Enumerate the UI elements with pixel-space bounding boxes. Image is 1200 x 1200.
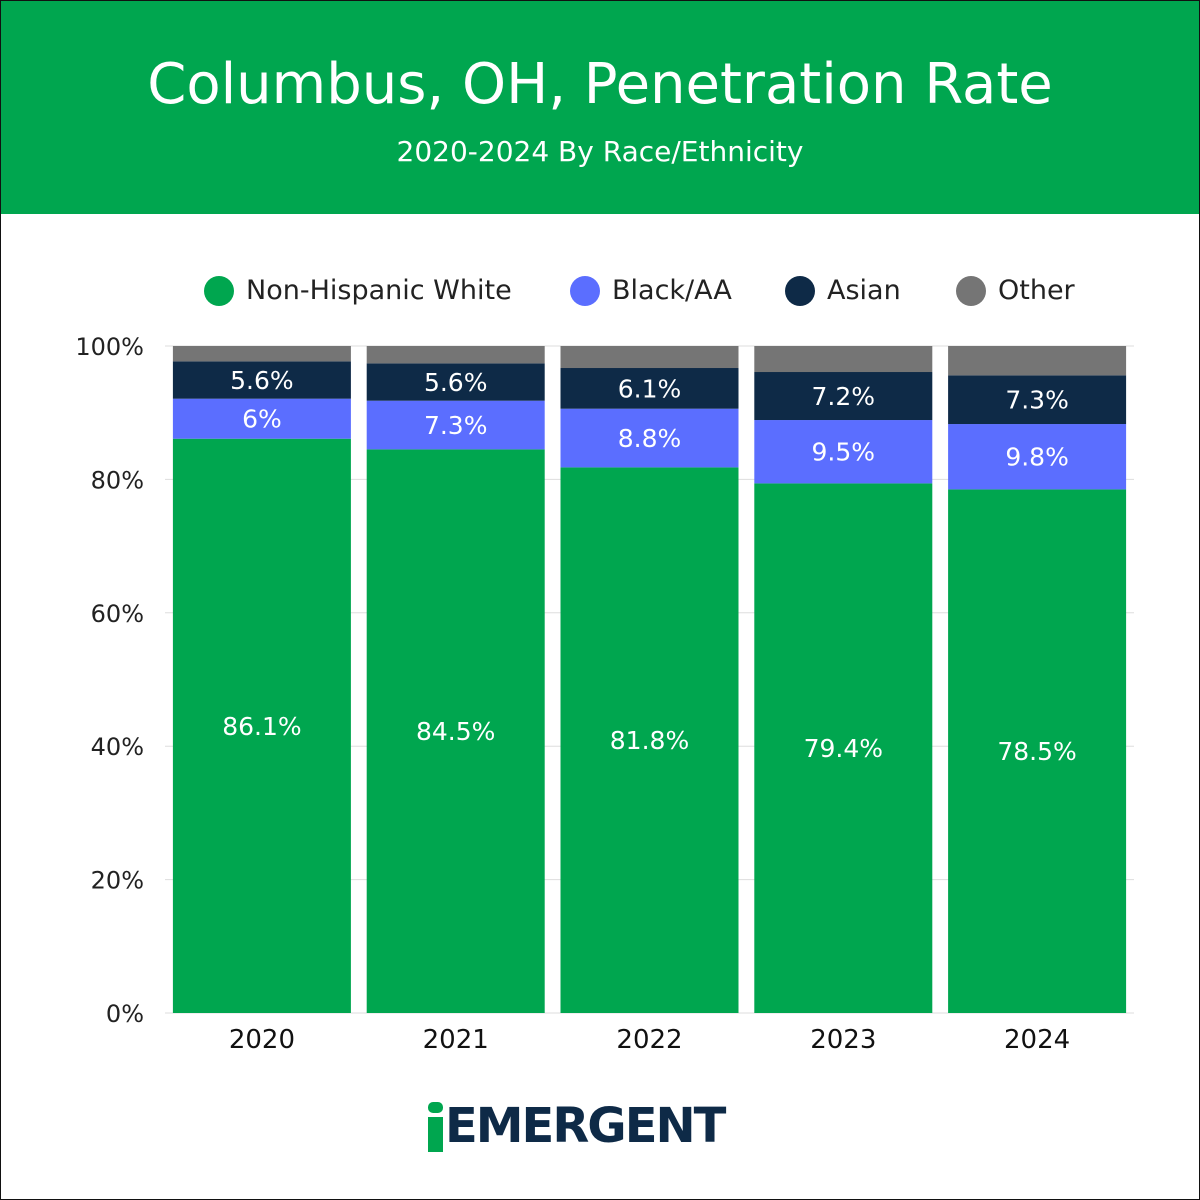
logo-wordmark: EMERGENT	[445, 1098, 726, 1154]
bar-segment	[754, 372, 933, 421]
iemergent-logo: EMERGENT	[428, 1096, 726, 1154]
bar-segment	[172, 438, 351, 1013]
legend-label: Non-Hispanic White	[246, 275, 512, 306]
bar-segment	[366, 449, 545, 1013]
bar-segment	[560, 346, 739, 369]
y-tick-label: 80%	[91, 466, 144, 494]
bar-segment	[172, 398, 351, 439]
data-label: 7.3%	[1005, 386, 1069, 415]
y-tick-label: 0%	[106, 1000, 144, 1028]
chart-title: Columbus, OH, Penetration Rate	[147, 52, 1053, 117]
legend-swatch	[570, 276, 600, 306]
data-label: 9.8%	[1005, 443, 1069, 472]
data-label: 7.3%	[424, 411, 488, 440]
logo-i-mark	[428, 1102, 443, 1152]
bar-segment	[948, 424, 1127, 490]
data-label: 86.1%	[222, 712, 301, 741]
bar-segment	[948, 346, 1127, 376]
bar-segment	[366, 400, 545, 450]
data-label: 6%	[242, 405, 282, 434]
y-tick-label: 60%	[91, 600, 144, 628]
x-tick-label: 2020	[229, 1025, 295, 1055]
bar-segment	[754, 420, 933, 484]
bar-segment	[754, 483, 933, 1014]
bar-segment	[560, 467, 739, 1013]
x-tick-label: 2024	[1004, 1025, 1070, 1055]
data-label: 6.1%	[618, 374, 682, 403]
data-label: 7.2%	[812, 382, 876, 411]
data-label: 8.8%	[618, 424, 682, 453]
bar-segment	[366, 363, 545, 401]
y-tick-label: 20%	[91, 867, 144, 895]
bar-segment	[560, 408, 739, 468]
x-tick-label: 2021	[423, 1025, 489, 1055]
bar-segment	[172, 361, 351, 399]
legend-swatch	[956, 276, 986, 306]
bar-segment	[754, 346, 933, 373]
bar-segment	[948, 489, 1127, 1013]
data-label: 5.6%	[424, 368, 488, 397]
chart-subtitle: 2020-2024 By Race/Ethnicity	[396, 135, 804, 168]
data-label: 5.6%	[230, 366, 294, 395]
bar-segment	[560, 368, 739, 409]
legend-label: Black/AA	[612, 275, 732, 306]
x-tick-label: 2023	[810, 1025, 876, 1055]
header-banner: Columbus, OH, Penetration Rate 2020-2024…	[1, 1, 1199, 214]
legend-label: Other	[998, 275, 1076, 306]
legend-swatch	[785, 276, 815, 306]
data-label: 79.4%	[804, 734, 883, 763]
bar-segment	[172, 346, 351, 362]
x-tick-label: 2022	[616, 1025, 682, 1055]
y-tick-label: 40%	[91, 733, 144, 761]
data-label: 81.8%	[610, 726, 689, 755]
legend-label: Asian	[827, 275, 901, 306]
bar-segment	[948, 375, 1127, 425]
bar-segment	[366, 346, 545, 364]
legend-swatch	[204, 276, 234, 306]
data-label: 78.5%	[997, 737, 1076, 766]
y-tick-label: 100%	[75, 333, 144, 361]
data-label: 84.5%	[416, 717, 495, 746]
data-label: 9.5%	[812, 438, 876, 467]
